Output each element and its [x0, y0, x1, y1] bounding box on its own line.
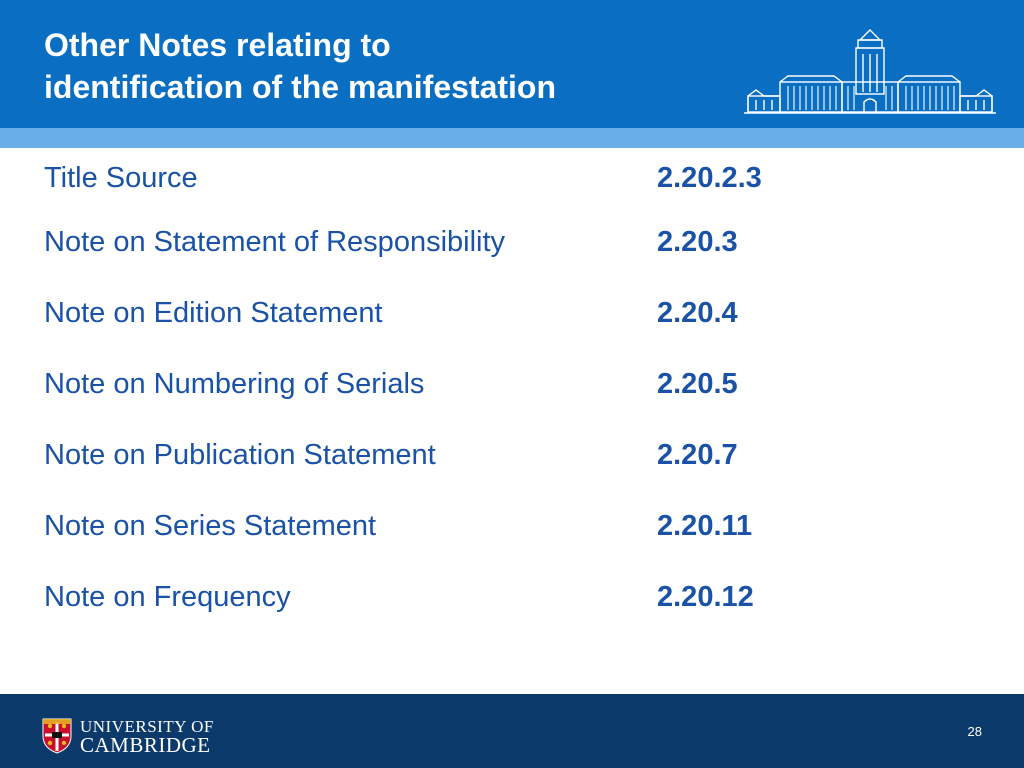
row-label: Note on Series Statement — [44, 510, 377, 542]
row-reference: 2.20.7 — [657, 439, 738, 471]
row-reference: 2.20.12 — [657, 581, 754, 613]
logo-line-1: UNIVERSITY OF — [80, 717, 214, 736]
slide-footer — [0, 694, 1024, 768]
row-label: Note on Edition Statement — [44, 297, 383, 329]
list-item: Note on Statement of Responsibility 2.20… — [44, 214, 984, 285]
list-item: Note on Numbering of Serials 2.20.5 — [44, 356, 984, 427]
page-number: 28 — [967, 724, 982, 739]
row-reference: 2.20.5 — [657, 368, 738, 400]
list-item: Note on Edition Statement 2.20.4 — [44, 285, 984, 356]
slide-header — [0, 0, 1024, 128]
title-line-2: identification of the manifestation — [44, 69, 557, 105]
slide-title: Other Notes relating to identification o… — [44, 24, 724, 108]
logo-wordmark: UNIVERSITY OF CAMBRIDGE — [80, 717, 214, 757]
header-stripe — [0, 128, 1024, 148]
university-logo: UNIVERSITY OF CAMBRIDGE — [42, 716, 214, 756]
row-label: Title Source — [44, 162, 198, 194]
notes-list: Title Source 2.20.2.3 Note on Statement … — [44, 150, 984, 640]
university-shield-icon — [42, 718, 72, 754]
library-building-icon — [744, 29, 996, 114]
row-reference: 2.20.4 — [657, 297, 738, 329]
list-item: Note on Publication Statement 2.20.7 — [44, 427, 984, 498]
logo-line-2: CAMBRIDGE — [80, 733, 211, 757]
title-line-1: Other Notes relating to — [44, 27, 391, 63]
row-label: Note on Frequency — [44, 581, 291, 613]
row-label: Note on Numbering of Serials — [44, 368, 425, 400]
row-label: Note on Statement of Responsibility — [44, 226, 506, 258]
list-item: Note on Frequency 2.20.12 — [44, 569, 984, 640]
row-reference: 2.20.2.3 — [657, 162, 762, 194]
list-item: Note on Series Statement 2.20.11 — [44, 498, 984, 569]
row-reference: 2.20.11 — [657, 510, 753, 542]
list-item: Title Source 2.20.2.3 — [44, 150, 984, 214]
row-label: Note on Publication Statement — [44, 439, 436, 471]
row-reference: 2.20.3 — [657, 226, 738, 258]
